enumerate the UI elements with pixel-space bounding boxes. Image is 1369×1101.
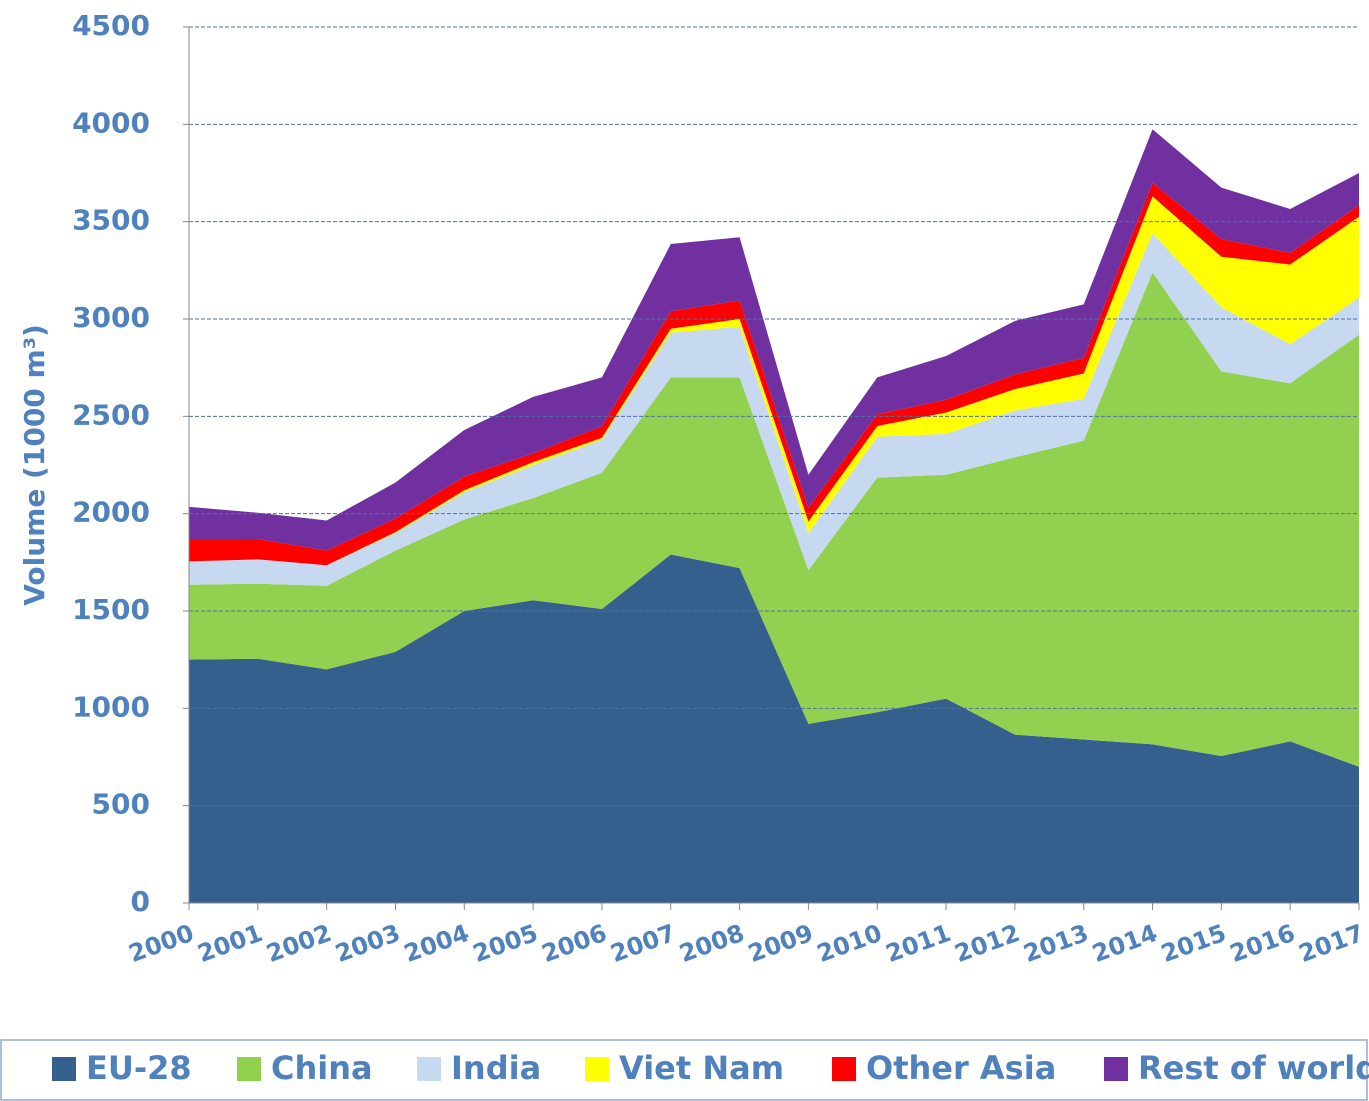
legend-swatch bbox=[237, 1057, 261, 1081]
y-axis-label: Volume (1000 m³) bbox=[18, 324, 51, 606]
x-tick-label: 2014 bbox=[1089, 919, 1161, 968]
legend-label: Rest of world bbox=[1138, 1049, 1369, 1087]
legend-label: EU-28 bbox=[86, 1049, 192, 1087]
area bbox=[189, 554, 1359, 903]
x-tick-label: 2001 bbox=[194, 919, 266, 968]
x-tick-label: 2002 bbox=[263, 919, 335, 968]
area bbox=[189, 129, 1359, 551]
y-tick-label: 3500 bbox=[72, 204, 150, 237]
legend-swatch bbox=[417, 1057, 441, 1081]
legend-swatch bbox=[585, 1057, 609, 1081]
x-tick-label: 2003 bbox=[332, 919, 404, 968]
x-tick-label: 2004 bbox=[400, 919, 472, 968]
legend-label: China bbox=[271, 1049, 373, 1087]
y-tick-label: 1500 bbox=[72, 593, 150, 626]
legend-label: Other Asia bbox=[866, 1049, 1056, 1087]
x-tick-label: 2011 bbox=[882, 919, 954, 968]
y-tick-label: 500 bbox=[92, 788, 150, 821]
y-tick-label: 4500 bbox=[72, 9, 150, 42]
x-tick-label: 2013 bbox=[1020, 919, 1092, 968]
legend-swatch bbox=[52, 1057, 76, 1081]
y-tick-label: 1000 bbox=[72, 690, 150, 723]
y-tick-label: 4000 bbox=[72, 106, 150, 139]
y-tick-label: 3000 bbox=[72, 301, 150, 334]
x-tick-label: 2017 bbox=[1295, 919, 1367, 968]
x-tick-label: 2007 bbox=[607, 919, 679, 968]
y-tick-label: 2500 bbox=[72, 398, 150, 431]
y-tick-label: 0 bbox=[131, 885, 150, 918]
x-tick-label: 2010 bbox=[813, 919, 885, 968]
x-tick-label: 2008 bbox=[676, 919, 748, 968]
x-tick-label: 2012 bbox=[951, 919, 1023, 968]
legend-swatch bbox=[1104, 1057, 1128, 1081]
x-tick-label: 2006 bbox=[538, 919, 610, 968]
legend-swatch bbox=[832, 1057, 856, 1081]
area bbox=[189, 272, 1359, 767]
x-tick-label: 2016 bbox=[1226, 919, 1298, 968]
x-tick-label: 2015 bbox=[1157, 919, 1229, 968]
legend-box bbox=[0, 1039, 1368, 1101]
area bbox=[189, 233, 1359, 586]
x-tick-label: 2000 bbox=[125, 919, 197, 968]
legend-label: Viet Nam bbox=[619, 1049, 784, 1087]
legend-label: India bbox=[451, 1049, 541, 1087]
y-tick-label: 2000 bbox=[72, 496, 150, 529]
x-tick-label: 2009 bbox=[745, 919, 817, 968]
x-tick-label: 2005 bbox=[469, 919, 541, 968]
